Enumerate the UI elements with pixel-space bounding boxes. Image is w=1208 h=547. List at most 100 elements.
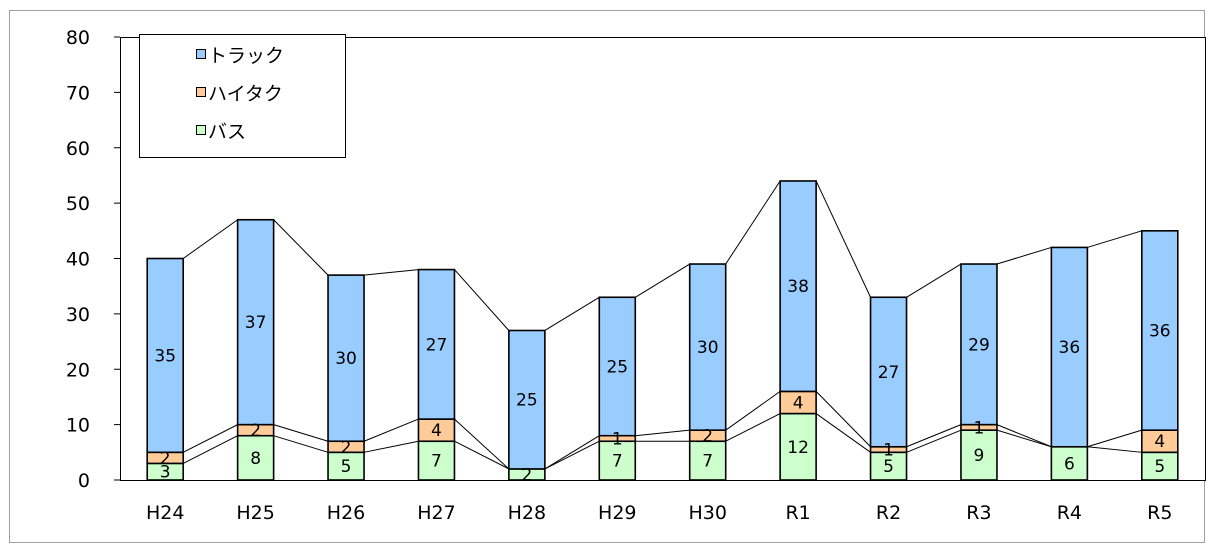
bars bbox=[146, 180, 1179, 481]
legend-box bbox=[139, 34, 346, 158]
legend-swatch bbox=[196, 125, 206, 135]
x-tick-label: H26 bbox=[327, 502, 365, 524]
legend-label: バス bbox=[208, 121, 246, 143]
bar-segment bbox=[869, 296, 908, 448]
data-label: 2 bbox=[250, 421, 261, 441]
x-tick-label: R3 bbox=[966, 502, 991, 524]
data-label: 38 bbox=[787, 277, 809, 297]
series-line bbox=[815, 391, 871, 448]
y-tick-label: 0 bbox=[78, 470, 90, 492]
series-line bbox=[363, 418, 419, 442]
series-line bbox=[906, 263, 962, 298]
x-tick-label: R4 bbox=[1057, 502, 1082, 524]
series-line bbox=[273, 219, 329, 276]
y-tick-label: 50 bbox=[66, 193, 90, 215]
bar-segment bbox=[598, 296, 637, 437]
data-label: 1 bbox=[974, 418, 985, 438]
series-line bbox=[454, 440, 510, 470]
series-line bbox=[815, 180, 871, 298]
y-tick-label: 30 bbox=[66, 304, 90, 326]
series-line bbox=[725, 390, 781, 431]
series-line bbox=[273, 424, 329, 442]
data-label: 29 bbox=[968, 335, 990, 355]
data-label: 2 bbox=[160, 449, 171, 469]
series-line bbox=[1087, 446, 1142, 453]
data-label: 7 bbox=[431, 452, 442, 472]
data-label: 25 bbox=[606, 357, 628, 377]
series-lines bbox=[182, 180, 1142, 470]
series-line bbox=[544, 435, 600, 470]
x-axis: H24 H25 H26 H27 H28 H29 H30 R1 R2 R3 R4 R5 bbox=[146, 502, 1172, 524]
x-tick-label: H24 bbox=[146, 502, 184, 524]
x-tick-label: R5 bbox=[1147, 502, 1172, 524]
data-label: 9 bbox=[974, 446, 985, 466]
data-label: 8 bbox=[250, 449, 261, 469]
bar-segment bbox=[236, 218, 275, 426]
data-label: 27 bbox=[878, 363, 900, 383]
series-line bbox=[996, 424, 1052, 448]
series-line bbox=[544, 440, 600, 470]
data-label: 35 bbox=[154, 346, 176, 366]
data-label: 27 bbox=[426, 335, 448, 355]
bar-segment bbox=[779, 180, 817, 393]
legend-label: トラック bbox=[208, 45, 284, 67]
bar-segment bbox=[598, 440, 637, 481]
series-line bbox=[182, 424, 238, 453]
x-tick-label: H25 bbox=[236, 502, 274, 524]
y-tick-label: 10 bbox=[66, 415, 90, 437]
data-label: 5 bbox=[341, 457, 352, 477]
series-line bbox=[635, 429, 690, 437]
data-labels: 3235823752307427225712572301243851279129… bbox=[154, 277, 1170, 485]
data-label: 25 bbox=[516, 391, 538, 411]
y-tick-label: 40 bbox=[66, 249, 90, 271]
bar-segment bbox=[1140, 451, 1179, 481]
bar-segment bbox=[688, 263, 727, 431]
data-label: 2 bbox=[702, 427, 713, 447]
y-tick-label: 80 bbox=[66, 27, 90, 49]
y-tick-label: 20 bbox=[66, 359, 90, 381]
series-line bbox=[815, 413, 871, 453]
data-label: 30 bbox=[335, 349, 357, 369]
series-line bbox=[363, 269, 419, 276]
y-tick-label: 70 bbox=[66, 82, 90, 104]
x-tick-label: H30 bbox=[688, 502, 726, 524]
series-line bbox=[454, 418, 510, 470]
y-axis: 0 10 20 30 40 50 60 70 80 bbox=[66, 27, 120, 492]
series-line bbox=[454, 269, 510, 331]
data-label: 36 bbox=[1059, 338, 1081, 358]
legend-swatch bbox=[196, 87, 206, 97]
bar-segment bbox=[960, 429, 998, 481]
series-line bbox=[996, 429, 1052, 448]
series-line bbox=[725, 413, 781, 442]
data-label: 4 bbox=[1154, 432, 1165, 452]
series-line bbox=[906, 429, 962, 453]
series-line bbox=[1087, 429, 1142, 448]
x-tick-label: R2 bbox=[876, 502, 901, 524]
bar-segment bbox=[1050, 246, 1089, 448]
x-tick-label: H27 bbox=[417, 502, 455, 524]
data-label: 37 bbox=[245, 313, 267, 333]
series-line bbox=[273, 435, 329, 453]
x-tick-label: R1 bbox=[785, 502, 810, 524]
data-label: 7 bbox=[612, 452, 623, 472]
data-label: 2 bbox=[521, 465, 532, 485]
data-label: 3 bbox=[160, 463, 171, 483]
bar-segment bbox=[508, 329, 546, 470]
series-line bbox=[635, 263, 690, 298]
series-line bbox=[1087, 230, 1142, 248]
data-label: 2 bbox=[341, 438, 352, 458]
data-label: 4 bbox=[431, 421, 442, 441]
data-label: 5 bbox=[883, 457, 894, 477]
series-line bbox=[996, 246, 1052, 265]
series-line bbox=[182, 219, 238, 259]
data-label: 1 bbox=[612, 429, 623, 449]
data-label: 36 bbox=[1149, 321, 1171, 341]
series-line bbox=[906, 424, 962, 448]
series-line bbox=[363, 440, 419, 453]
bar-segment bbox=[417, 268, 456, 420]
data-label: 12 bbox=[787, 438, 809, 458]
data-label: 4 bbox=[793, 393, 804, 413]
